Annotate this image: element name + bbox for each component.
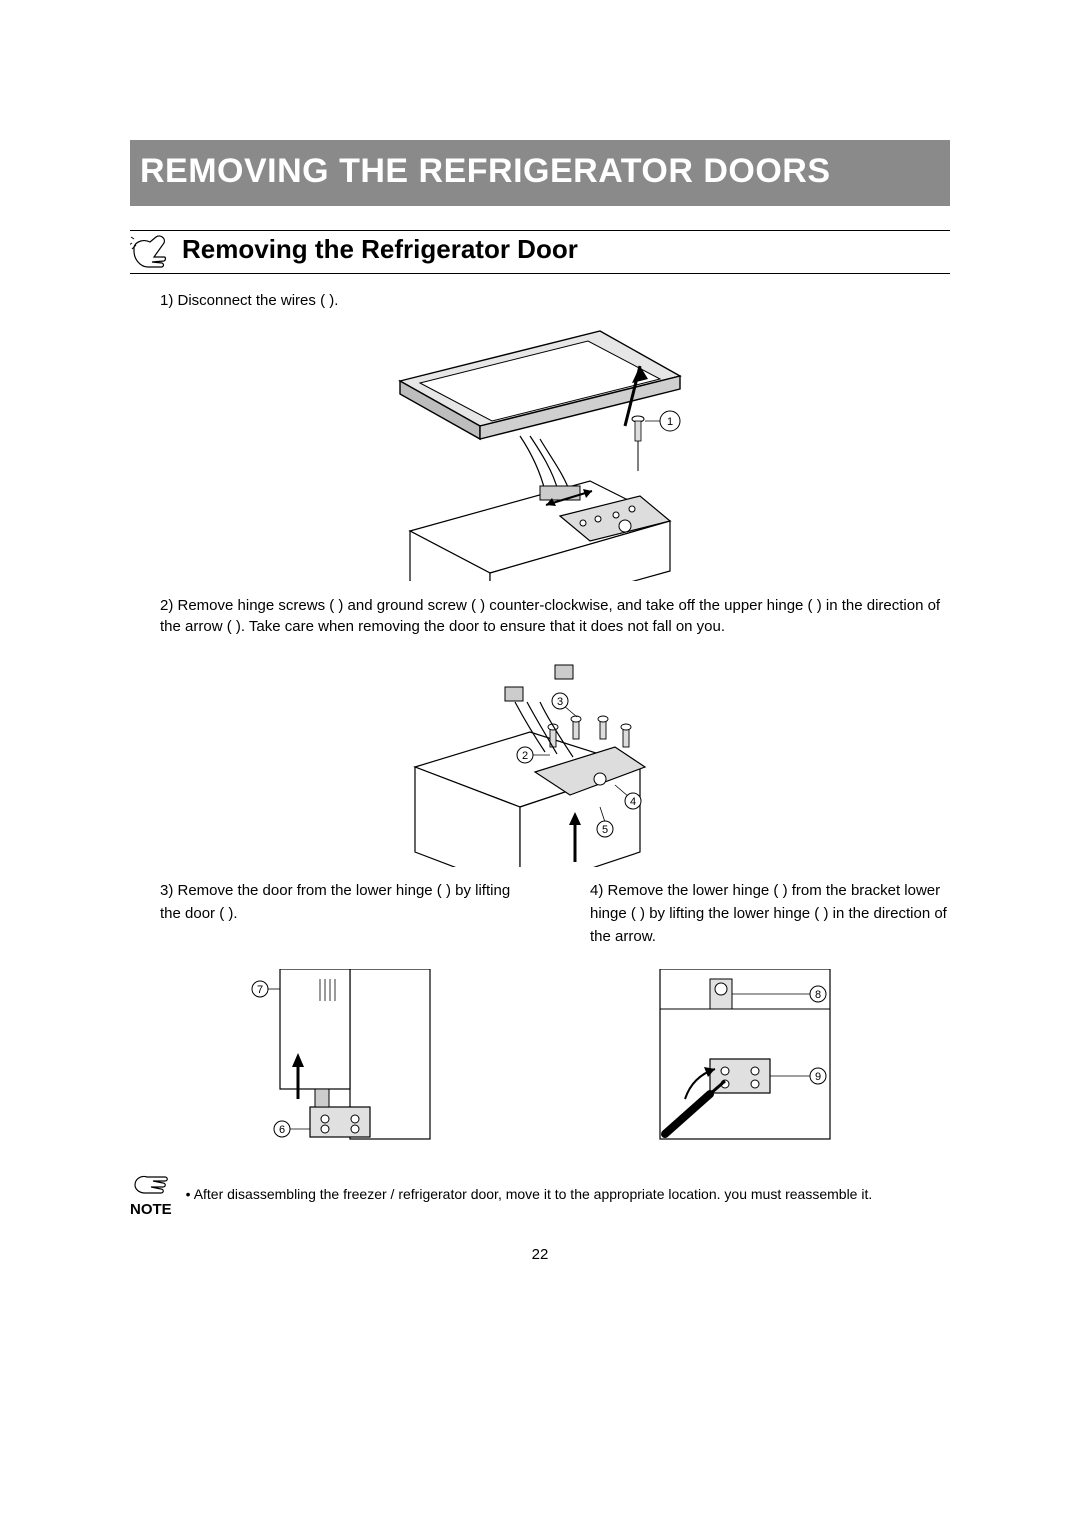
figures-3-4: 7 6 8 9 xyxy=(130,969,950,1149)
fig4-callout-8: 8 xyxy=(815,989,821,1001)
step-4-text: 4) Remove the lower hinge ( ) from the b… xyxy=(590,879,950,949)
page-number: 22 xyxy=(130,1244,950,1265)
pointing-hand-icon xyxy=(130,235,170,271)
section-title: Removing the Refrigerator Door xyxy=(182,231,578,271)
fig2-callout-3: 3 xyxy=(557,696,563,708)
fig2-callout-4: 4 xyxy=(630,796,636,808)
fig3-callout-6: 6 xyxy=(279,1124,285,1136)
figure-4: 8 9 xyxy=(630,969,860,1149)
page-title: REMOVING THE REFRIGERATOR DOORS xyxy=(140,152,831,190)
figure-3: 7 6 xyxy=(220,969,450,1149)
steps-3-4-row: 3) Remove the door from the lower hinge … xyxy=(130,879,950,949)
note-label: NOTE xyxy=(130,1199,172,1220)
fig3-callout-7: 7 xyxy=(257,984,263,996)
figure-2: 2 3 4 5 xyxy=(130,647,950,867)
note-hand-icon xyxy=(133,1171,169,1197)
fig2-callout-2: 2 xyxy=(522,750,528,762)
fig2-callout-5: 5 xyxy=(602,824,608,836)
note-callout: NOTE • After disassembling the freezer /… xyxy=(130,1171,950,1220)
step-1-text: 1) Disconnect the wires ( ). xyxy=(160,290,950,311)
section-heading: Removing the Refrigerator Door xyxy=(130,230,950,274)
step-4-col: 4) Remove the lower hinge ( ) from the b… xyxy=(560,879,950,949)
figure-1: 1 xyxy=(130,321,950,581)
step-2-text: 2) Remove hinge screws ( ) and ground sc… xyxy=(160,595,950,637)
step-3-col: 3) Remove the door from the lower hinge … xyxy=(130,879,520,949)
fig1-callout-1: 1 xyxy=(667,416,673,428)
page-title-bar: REMOVING THE REFRIGERATOR DOORS xyxy=(130,140,950,206)
step-3-text: 3) Remove the door from the lower hinge … xyxy=(160,879,520,926)
fig4-callout-9: 9 xyxy=(815,1071,821,1083)
note-text: • After disassembling the freezer / refr… xyxy=(186,1185,873,1205)
note-icon-wrap: NOTE xyxy=(130,1171,172,1220)
